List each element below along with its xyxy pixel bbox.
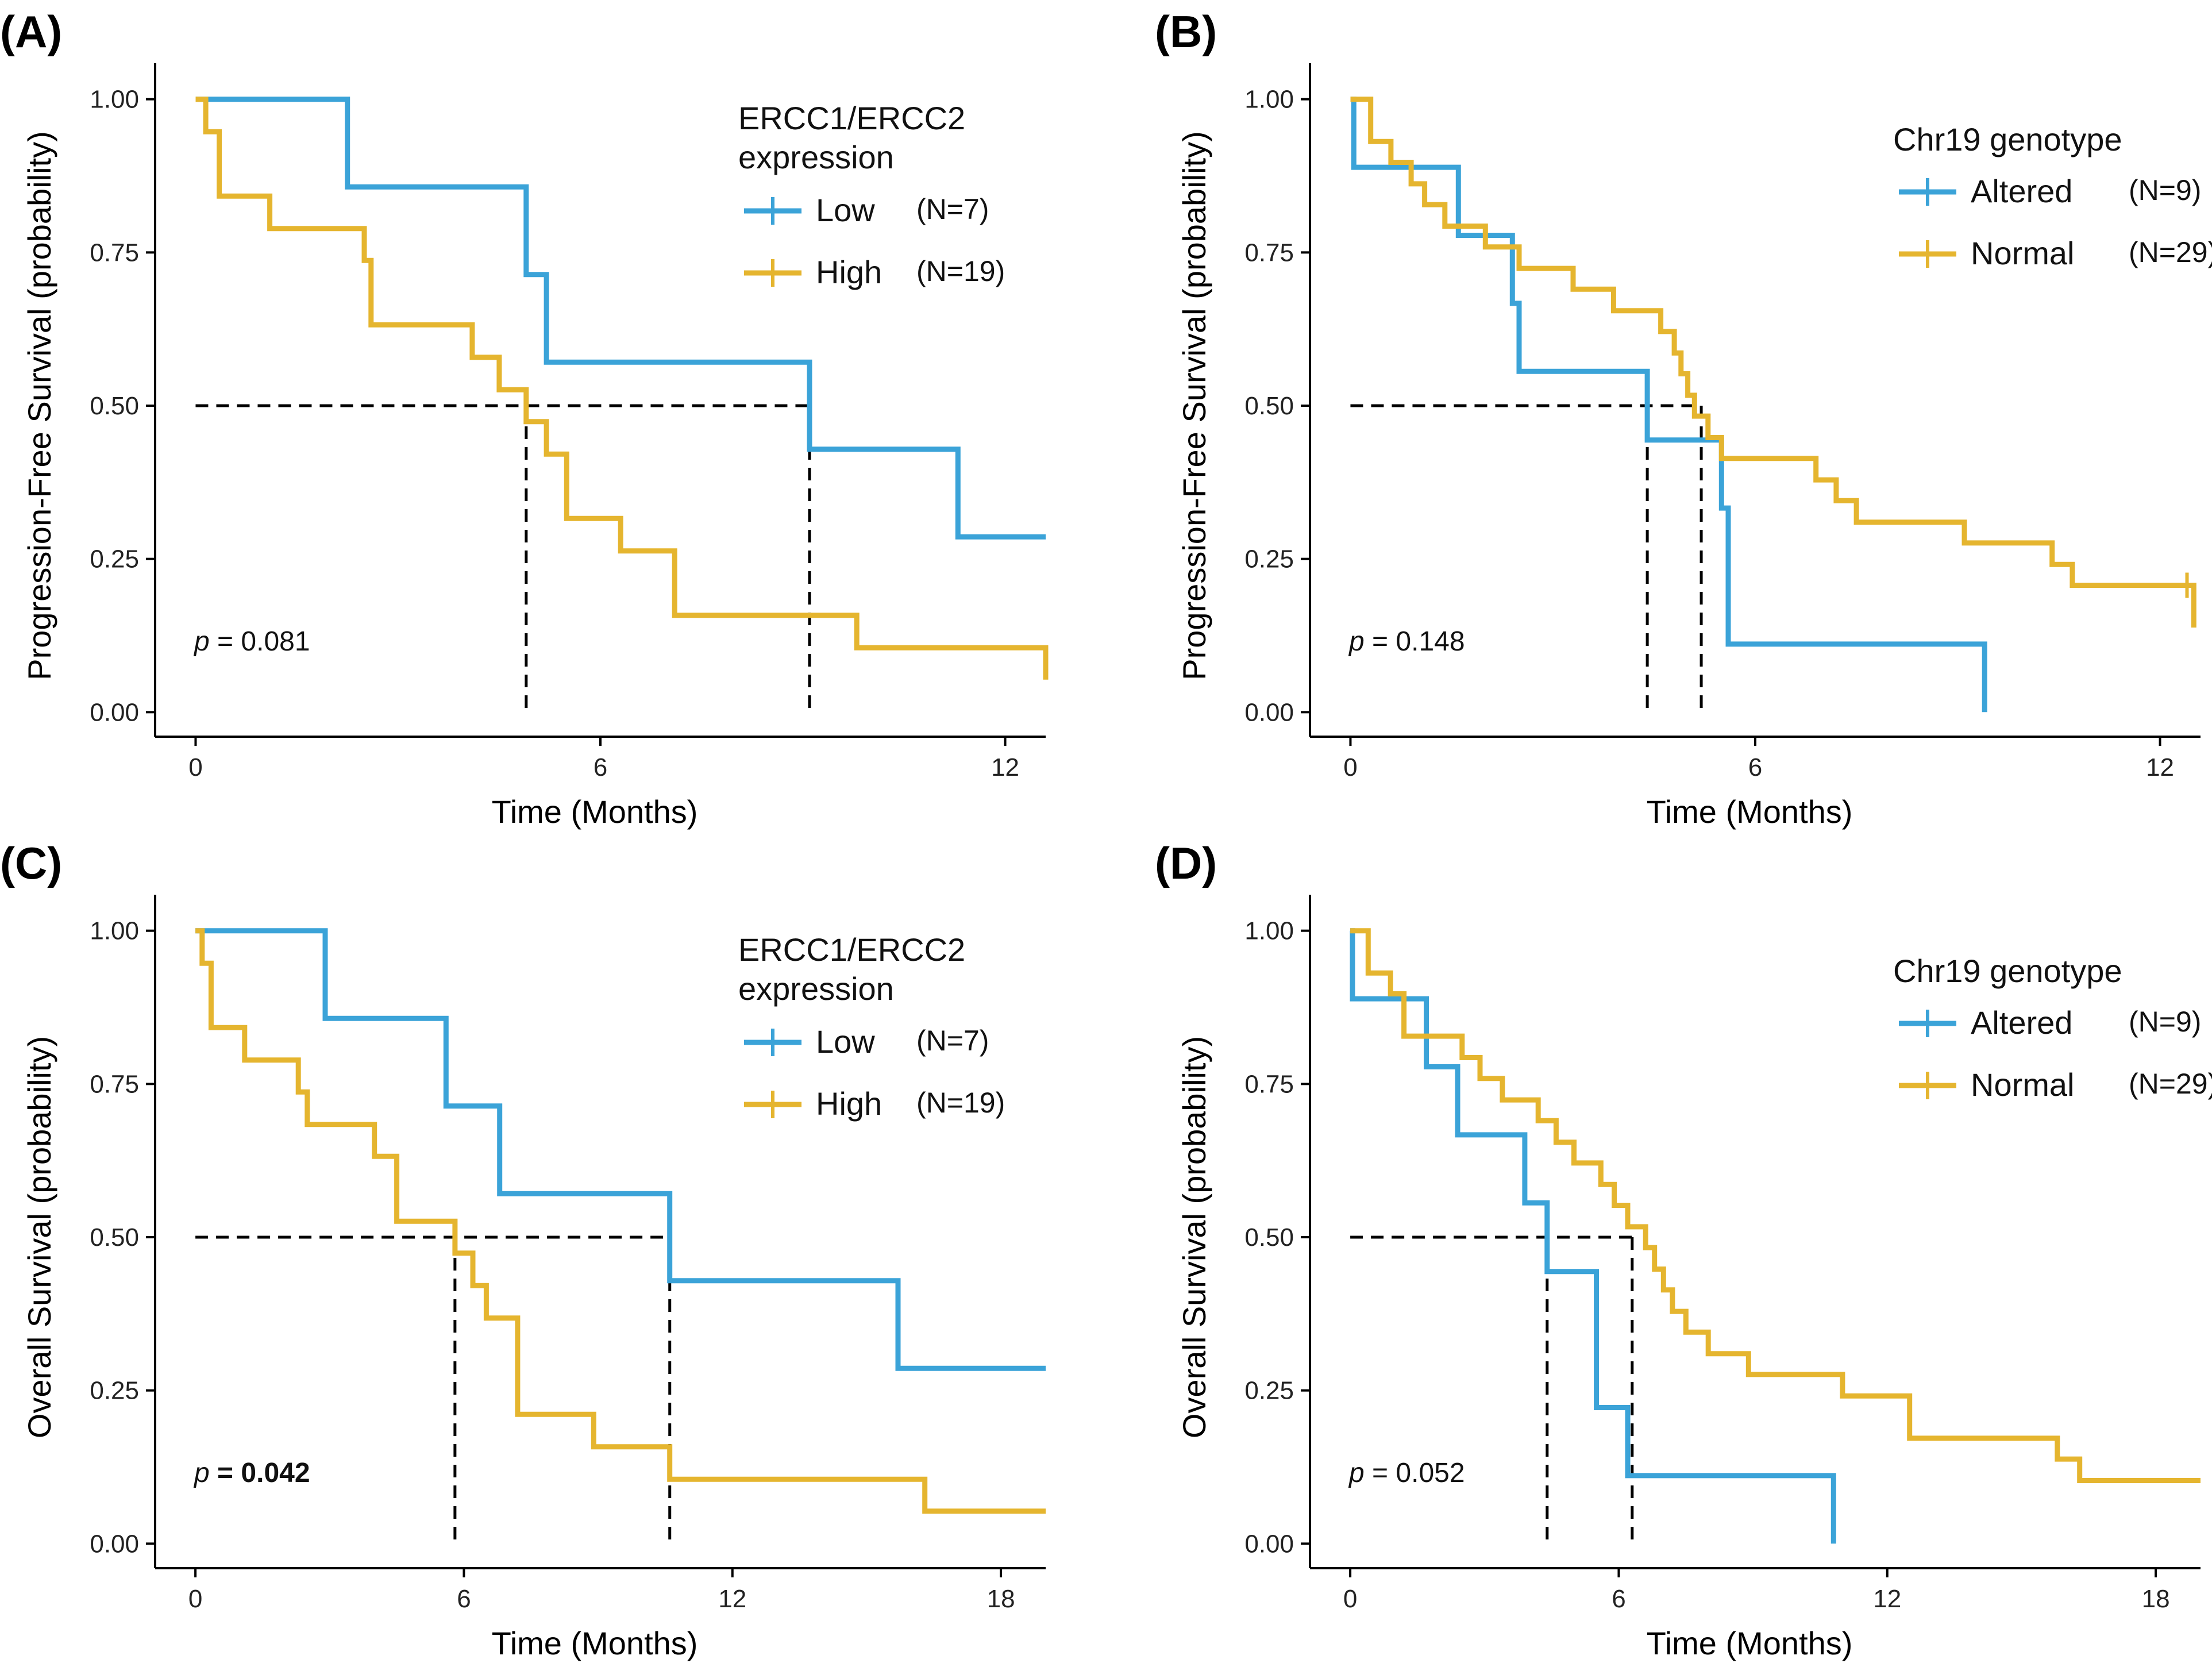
y-tick-label: 0.25 bbox=[1244, 545, 1294, 573]
y-tick-label: 0.75 bbox=[90, 1070, 139, 1098]
p-value-annotation: p = 0.081 bbox=[193, 626, 310, 657]
legend-item-count: (N=9) bbox=[2129, 1006, 2201, 1038]
y-tick-label: 1.00 bbox=[90, 917, 139, 945]
y-tick-label: 0.25 bbox=[90, 545, 139, 573]
p-value-annotation: p = 0.052 bbox=[1348, 1458, 1465, 1488]
x-tick-label: 0 bbox=[188, 1585, 202, 1613]
y-axis-title: Progression-Free Survival (probability) bbox=[21, 131, 57, 680]
survival-curve-high bbox=[195, 97, 1049, 680]
km-panel-b: (B) 0.00 0.25 0.50 0.75 1.00 0 6 12 Time (Months)… bbox=[1155, 6, 2212, 830]
y-tick-label: 0.25 bbox=[90, 1377, 139, 1405]
y-tick-label: 0.50 bbox=[90, 392, 139, 420]
legend-title: Chr19 genotype bbox=[1893, 953, 2122, 989]
survival-curve-high bbox=[195, 928, 1046, 1514]
legend-item-count: (N=19) bbox=[916, 1087, 1005, 1119]
x-axis-title: Time (Months) bbox=[492, 1625, 698, 1661]
y-tick-label: 0.00 bbox=[90, 698, 139, 726]
legend-title: expression bbox=[738, 139, 894, 175]
x-tick-label: 6 bbox=[594, 753, 607, 782]
legend-title: ERCC1/ERCC2 bbox=[738, 100, 965, 136]
y-tick-label: 1.00 bbox=[90, 86, 139, 114]
y-tick-label: 0.50 bbox=[1244, 1223, 1294, 1252]
legend-item-label: Low bbox=[816, 192, 875, 228]
x-tick-label: 6 bbox=[457, 1585, 471, 1613]
legend-title: Chr19 genotype bbox=[1893, 121, 2122, 157]
y-axis-title: Overall Survival (probability) bbox=[21, 1036, 57, 1438]
legend-item-count: (N=19) bbox=[916, 255, 1005, 287]
legend-item-label: Altered bbox=[1971, 173, 2072, 209]
legend-item-label: Altered bbox=[1971, 1004, 2072, 1041]
km-panel-c: (C) 0.00 0.25 0.50 0.75 1.00 0 6 12 18 Time (Month… bbox=[0, 838, 1046, 1661]
km-panel-a: (A) 0.00 0.25 0.50 0.75 1.00 0 6 12 Time (Months)… bbox=[0, 6, 1049, 830]
p-value-annotation: p = 0.148 bbox=[1348, 626, 1465, 657]
panel-label: (D) bbox=[1155, 838, 1217, 888]
x-tick-label: 6 bbox=[1748, 753, 1762, 782]
p-symbol: p bbox=[1348, 1458, 1365, 1488]
p-symbol: p bbox=[193, 626, 210, 657]
legend-item-label: Normal bbox=[1971, 1067, 2074, 1103]
p-value: = 0.042 bbox=[210, 1458, 310, 1488]
y-tick-label: 0.00 bbox=[1244, 1530, 1294, 1558]
survival-curve-low bbox=[195, 928, 1046, 1371]
survival-curve-altered bbox=[1350, 97, 1987, 713]
x-axis-title: Time (Months) bbox=[1647, 794, 1853, 830]
p-value: = 0.148 bbox=[1365, 626, 1465, 657]
y-tick-label: 0.75 bbox=[1244, 238, 1294, 267]
x-tick-label: 0 bbox=[1343, 1585, 1357, 1613]
x-tick-label: 0 bbox=[188, 753, 202, 782]
x-tick-label: 12 bbox=[718, 1585, 746, 1613]
y-tick-label: 0.75 bbox=[1244, 1070, 1294, 1098]
p-symbol: p bbox=[193, 1458, 210, 1488]
x-axis-title: Time (Months) bbox=[492, 794, 698, 830]
legend-item-count: (N=7) bbox=[916, 193, 989, 225]
y-tick-label: 1.00 bbox=[1244, 917, 1294, 945]
y-tick-label: 0.25 bbox=[1244, 1377, 1294, 1405]
panel-label: (B) bbox=[1155, 6, 1217, 57]
legend-item-count: (N=29) bbox=[2129, 236, 2212, 268]
x-tick-label: 6 bbox=[1612, 1585, 1625, 1613]
y-tick-label: 0.50 bbox=[1244, 392, 1294, 420]
panel-label: (A) bbox=[0, 6, 62, 57]
legend-item-count: (N=29) bbox=[2129, 1068, 2212, 1100]
legend-item-label: Low bbox=[816, 1023, 875, 1060]
x-tick-label: 18 bbox=[2142, 1585, 2170, 1613]
legend-item-count: (N=7) bbox=[916, 1025, 989, 1057]
survival-curve-low bbox=[195, 97, 1046, 540]
legend-item-count: (N=9) bbox=[2129, 174, 2201, 206]
legend-item-label: High bbox=[816, 254, 882, 290]
p-symbol: p bbox=[1348, 626, 1365, 657]
legend-title: ERCC1/ERCC2 bbox=[738, 931, 965, 968]
legend-item-label: High bbox=[816, 1085, 882, 1122]
y-axis-title: Overall Survival (probability) bbox=[1176, 1036, 1212, 1438]
x-tick-label: 12 bbox=[2146, 753, 2174, 782]
km-panel-d: (D) 0.00 0.25 0.50 0.75 1.00 0 6 12 18 Time (Month… bbox=[1155, 838, 2212, 1661]
x-tick-label: 12 bbox=[991, 753, 1019, 782]
legend-title: expression bbox=[738, 971, 894, 1007]
y-tick-label: 0.75 bbox=[90, 238, 139, 267]
y-tick-label: 0.00 bbox=[90, 1530, 139, 1558]
y-tick-label: 1.00 bbox=[1244, 86, 1294, 114]
x-axis-title: Time (Months) bbox=[1647, 1625, 1853, 1661]
p-value: = 0.081 bbox=[210, 626, 310, 657]
y-tick-label: 0.50 bbox=[90, 1223, 139, 1252]
p-value: = 0.052 bbox=[1365, 1458, 1465, 1488]
panel-label: (C) bbox=[0, 838, 62, 888]
x-tick-label: 18 bbox=[987, 1585, 1015, 1613]
p-value-annotation: p = 0.042 bbox=[193, 1458, 310, 1488]
survival-curve-normal bbox=[1350, 97, 2196, 628]
legend-item-label: Normal bbox=[1971, 235, 2074, 271]
y-tick-label: 0.00 bbox=[1244, 698, 1294, 726]
x-tick-label: 0 bbox=[1343, 753, 1357, 782]
survival-curve-normal bbox=[1350, 928, 2201, 1483]
y-axis-title: Progression-Free Survival (probability) bbox=[1176, 131, 1212, 680]
x-tick-label: 12 bbox=[1873, 1585, 1901, 1613]
